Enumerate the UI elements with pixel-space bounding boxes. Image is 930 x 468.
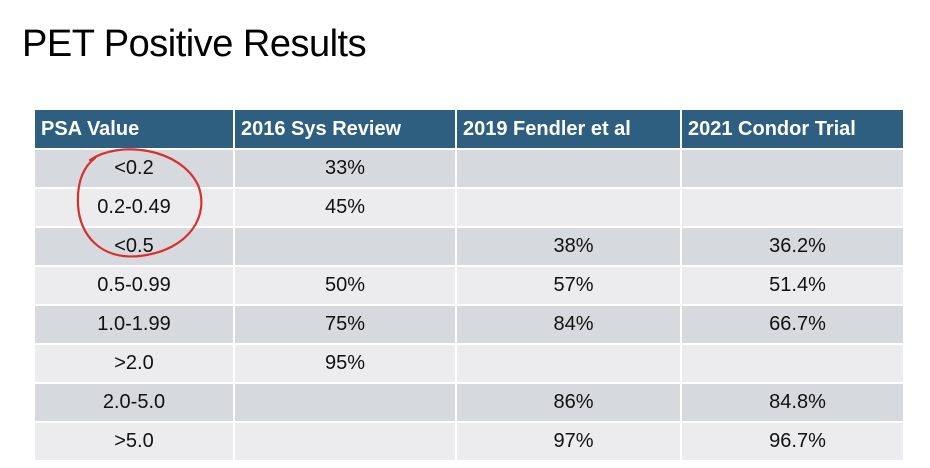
fendler-cell [455, 343, 682, 384]
psa-value-cell: <0.5 [33, 226, 235, 267]
pet-results-table: PSA Value 2016 Sys Review 2019 Fendler e… [33, 108, 905, 462]
fendler-cell: 38% [455, 226, 682, 267]
sys-review-cell: 95% [233, 343, 457, 384]
sys-review-cell [233, 382, 457, 423]
header-2016-sys-review: 2016 Sys Review [233, 108, 457, 150]
table-row: 0.2-0.49 45% [33, 187, 905, 228]
sys-review-cell: 50% [233, 265, 457, 306]
condor-cell [680, 343, 905, 384]
sys-review-cell: 33% [233, 148, 457, 189]
header-psa-value: PSA Value [33, 108, 235, 150]
table-row: <0.2 33% [33, 148, 905, 189]
header-2019-fendler: 2019 Fendler et al [455, 108, 682, 150]
fendler-cell: 84% [455, 304, 682, 345]
condor-cell: 84.8% [680, 382, 905, 423]
condor-cell: 66.7% [680, 304, 905, 345]
condor-cell: 36.2% [680, 226, 905, 267]
table-row: 1.0-1.99 75% 84% 66.7% [33, 304, 905, 345]
sys-review-cell [233, 226, 457, 267]
table-row: >5.0 97% 96.7% [33, 421, 905, 462]
condor-cell [680, 187, 905, 228]
psa-value-cell: 1.0-1.99 [33, 304, 235, 345]
table-row: >2.0 95% [33, 343, 905, 384]
slide-title: PET Positive Results [22, 23, 367, 65]
table-row: 0.5-0.99 50% 57% 51.4% [33, 265, 905, 306]
condor-cell [680, 148, 905, 189]
sys-review-cell [233, 421, 457, 462]
psa-value-cell: 0.2-0.49 [33, 187, 235, 228]
fendler-cell: 57% [455, 265, 682, 306]
condor-cell: 96.7% [680, 421, 905, 462]
fendler-cell: 86% [455, 382, 682, 423]
psa-value-cell: >5.0 [33, 421, 235, 462]
fendler-cell [455, 187, 682, 228]
psa-value-cell: 0.5-0.99 [33, 265, 235, 306]
table-row: 2.0-5.0 86% 84.8% [33, 382, 905, 423]
header-2021-condor: 2021 Condor Trial [680, 108, 905, 150]
psa-value-cell: >2.0 [33, 343, 235, 384]
psa-value-cell: <0.2 [33, 148, 235, 189]
sys-review-cell: 45% [233, 187, 457, 228]
fendler-cell [455, 148, 682, 189]
sys-review-cell: 75% [233, 304, 457, 345]
table-row: <0.5 38% 36.2% [33, 226, 905, 267]
condor-cell: 51.4% [680, 265, 905, 306]
fendler-cell: 97% [455, 421, 682, 462]
table-header-row: PSA Value 2016 Sys Review 2019 Fendler e… [33, 108, 905, 150]
psa-value-cell: 2.0-5.0 [33, 382, 235, 423]
